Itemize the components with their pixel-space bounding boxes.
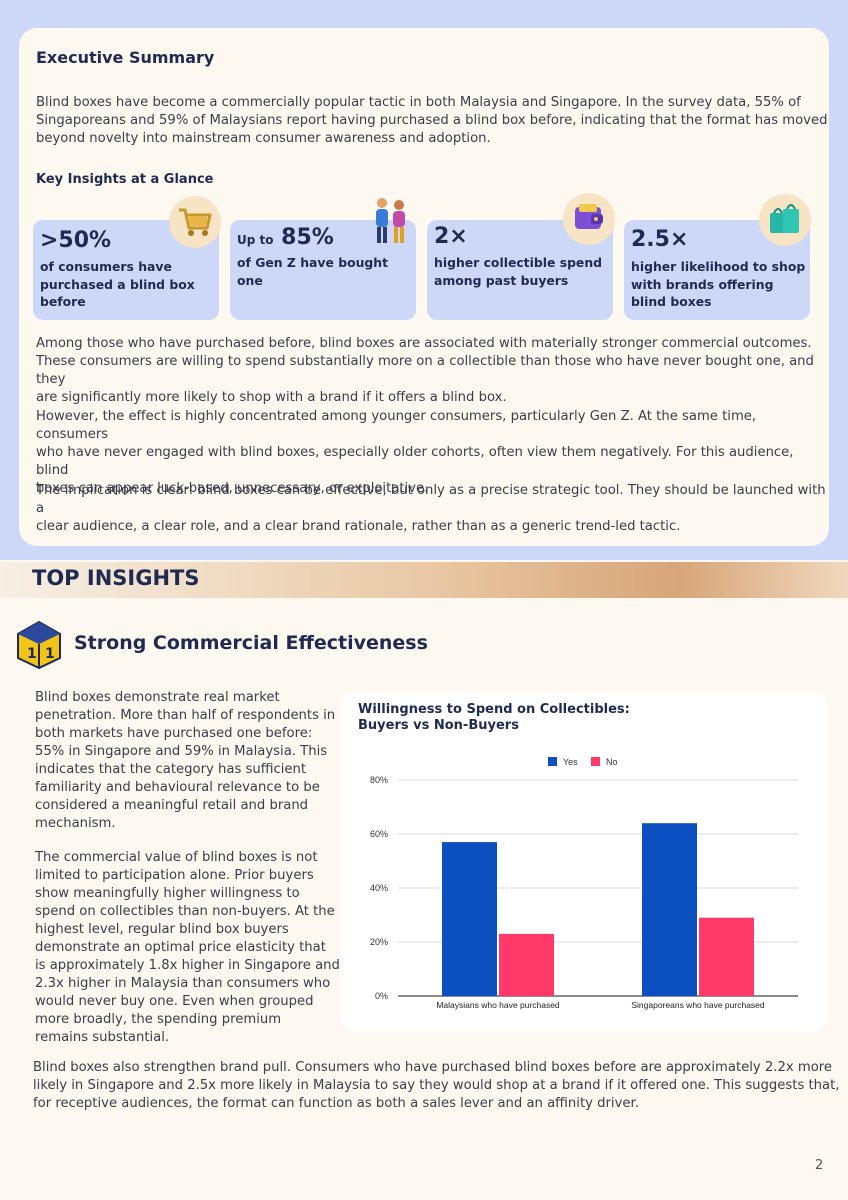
- y-tick-label: 0%: [375, 991, 388, 1001]
- people-icon: [365, 194, 417, 246]
- executive-summary-card: Executive Summary Blind boxes have becom…: [19, 28, 829, 546]
- y-tick-label: 40%: [370, 883, 388, 893]
- svg-text:1: 1: [45, 646, 55, 662]
- dice-icon: 1 1: [14, 620, 64, 674]
- y-tick-label: 20%: [370, 937, 388, 947]
- stat-description: of Gen Z have bought one: [237, 255, 389, 288]
- stat-value: 2.5×: [631, 227, 689, 252]
- intro-paragraph: Blind boxes have become a commercially p…: [36, 95, 828, 146]
- bar-yes: [642, 823, 697, 996]
- key-insights-title: Key Insights at a Glance: [36, 172, 214, 187]
- svg-text:1: 1: [27, 646, 37, 662]
- legend-label: No: [606, 757, 618, 767]
- legend-label: Yes: [563, 757, 578, 767]
- wallet-icon: [563, 193, 615, 245]
- stat-value: 2×: [434, 224, 468, 249]
- top-insights-banner: TOP INSIGHTS: [0, 562, 848, 598]
- buyer-outcomes-paragraph: Among those who have purchased before, b…: [36, 336, 814, 405]
- x-category-label: Malaysians who have purchased: [436, 1000, 560, 1010]
- brand-pull-paragraph: Blind boxes also strengthen brand pull. …: [33, 1060, 840, 1111]
- chart-title: Willingness to Spend on Collectibles: Bu…: [358, 702, 630, 733]
- market-penetration-paragraph: Blind boxes demonstrate real market pene…: [35, 690, 336, 831]
- implication-paragraph: The implication is clear: blind boxes ca…: [36, 483, 826, 534]
- y-tick-label: 80%: [370, 775, 388, 785]
- stat-description: higher likelihood to shop with brands of…: [631, 259, 806, 309]
- shopping-bags-icon: [759, 194, 811, 246]
- x-category-label: Singaporeans who have purchased: [631, 1000, 765, 1010]
- y-tick-label: 60%: [370, 829, 388, 839]
- section-title: Strong Commercial Effectiveness: [74, 632, 428, 654]
- top-insights-title: TOP INSIGHTS: [32, 566, 200, 590]
- younger-consumers-paragraph: However, the effect is highly concentrat…: [36, 409, 794, 496]
- bar-no: [699, 917, 754, 996]
- bar-no: [499, 933, 554, 996]
- spend-chart-card: Willingness to Spend on Collectibles: Bu…: [340, 692, 828, 1032]
- bar-chart: 0% 20% 40% 60% 80% Yes No Malaysians who have p…: [370, 757, 798, 1010]
- executive-summary-title: Executive Summary: [36, 48, 215, 67]
- legend-swatch: [591, 757, 600, 766]
- bar-yes: [442, 842, 497, 996]
- stat-description: higher collectible spend among past buye…: [434, 255, 603, 288]
- shopping-cart-icon: [169, 196, 221, 248]
- stat-description: of consumers have purchased a blind box …: [40, 259, 195, 309]
- commercial-value-paragraph: The commercial value of blind boxes is n…: [35, 850, 340, 1045]
- legend-swatch: [548, 757, 557, 766]
- page-number: 2: [815, 1158, 824, 1173]
- stat-value: Up to 85%: [237, 225, 334, 250]
- stat-value: >50%: [40, 228, 112, 253]
